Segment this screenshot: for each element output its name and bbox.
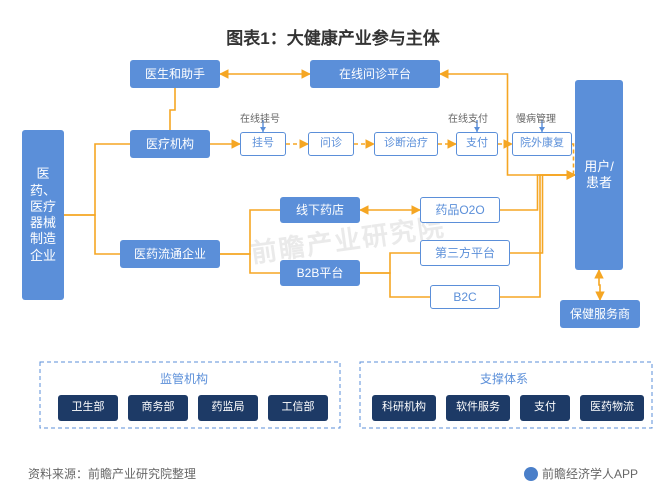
node-step_reg: 挂号 <box>240 132 286 156</box>
node-sup2: 软件服务 <box>446 395 510 421</box>
edge-o2o-user <box>500 175 575 210</box>
node-hospital: 医疗机构 <box>130 130 210 158</box>
edge-mfr-hospital <box>64 144 130 215</box>
node-reg2: 商务部 <box>128 395 188 421</box>
edge-user-wellness <box>599 270 600 300</box>
node-mfr: 医药、 医疗 器械 制造 企业 <box>22 130 64 300</box>
node-wellness: 保健服务商 <box>560 300 640 328</box>
label-hdr_sup: 支撑体系 <box>480 370 528 387</box>
edge-b2c-user <box>500 175 575 297</box>
edge-thirdp-user <box>510 175 575 253</box>
node-b2b: B2B平台 <box>280 260 360 286</box>
brand-logo-icon <box>524 467 538 481</box>
node-step_cons: 问诊 <box>308 132 354 156</box>
label-lbl_pay: 在线支付 <box>448 110 488 125</box>
node-step_diag: 诊断治疗 <box>374 132 438 156</box>
node-reg1: 卫生部 <box>58 395 118 421</box>
edge-doctors-hospital <box>170 88 175 130</box>
node-user: 用户/ 患者 <box>575 80 623 270</box>
node-distrib: 医药流通企业 <box>120 240 220 268</box>
chart-title: 图表1：大健康产业参与主体 <box>0 24 666 49</box>
node-sup1: 科研机构 <box>372 395 436 421</box>
node-thirdp: 第三方平台 <box>420 240 510 266</box>
node-reg4: 工信部 <box>268 395 328 421</box>
footer-source: 资料来源：前瞻产业研究院整理 <box>28 465 196 482</box>
node-sup4: 医药物流 <box>580 395 644 421</box>
edge-mfr-distrib <box>64 215 120 254</box>
node-o2o: 药品O2O <box>420 197 500 223</box>
edge-distrib-b2b <box>220 254 280 273</box>
node-doctors: 医生和助手 <box>130 60 220 88</box>
node-reg3: 药监局 <box>198 395 258 421</box>
edge-b2b-b2c <box>360 273 430 297</box>
edge-distrib-offline_ph <box>220 210 280 254</box>
node-step_rehab: 院外康复 <box>512 132 572 156</box>
node-offline_ph: 线下药店 <box>280 197 360 223</box>
node-sup3: 支付 <box>520 395 570 421</box>
node-b2c: B2C <box>430 285 500 309</box>
diagram-canvas: 前瞻产业研究院 图表1：大健康产业参与主体 医药、 医疗 器械 制造 企业医生和… <box>0 0 666 500</box>
node-online: 在线问诊平台 <box>310 60 440 88</box>
label-lbl_chronic: 慢病管理 <box>516 110 556 125</box>
footer-brand: 前瞻经济学人APP <box>524 465 638 482</box>
node-step_pay: 支付 <box>456 132 498 156</box>
label-hdr_reg: 监管机构 <box>160 370 208 387</box>
footer-brand-text: 前瞻经济学人APP <box>542 465 638 482</box>
edge-b2b-thirdp <box>360 253 420 273</box>
label-lbl_reg: 在线挂号 <box>240 110 280 125</box>
